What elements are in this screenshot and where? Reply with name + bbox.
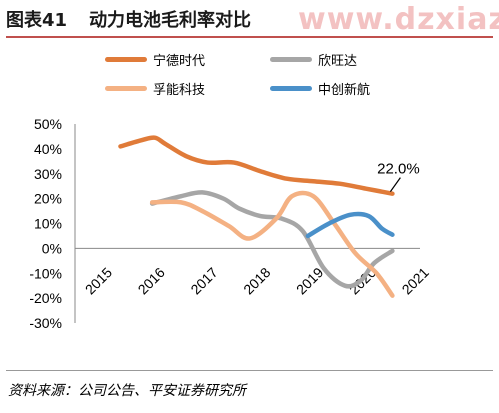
y-tick-label: -30% xyxy=(29,315,62,331)
annotation-leader xyxy=(389,177,401,192)
y-tick-label: 30% xyxy=(34,166,62,182)
series-line-3 xyxy=(305,211,395,239)
y-tick-label: -20% xyxy=(29,290,62,306)
legend-swatch xyxy=(105,86,147,91)
legend-item-catl: 宁德时代 xyxy=(105,50,205,69)
title-divider xyxy=(6,36,493,38)
y-tick-label: 40% xyxy=(34,141,62,157)
line-chart: -30% -20% -10% 0% 10% 20% 30% 40% 50% 2015 2016 201… xyxy=(29,116,432,331)
legend-swatch xyxy=(105,57,147,62)
annotation-label: 22.0% xyxy=(377,161,420,178)
legend-label: 中创新航 xyxy=(318,83,371,98)
legend-swatch xyxy=(270,57,312,62)
y-tick-label: -10% xyxy=(29,265,62,281)
y-tick-label: 20% xyxy=(34,191,62,207)
legend-label: 宁德时代 xyxy=(153,54,206,69)
legend-item-farasis: 孚能科技 xyxy=(105,79,205,98)
figure-title: 动力电池毛利率对比 xyxy=(89,10,252,31)
source-note: 资料来源：公司公告、平安证券研究所 xyxy=(8,383,246,399)
y-tick-label: 0% xyxy=(42,240,62,256)
x-tick-label: 2021 xyxy=(399,264,432,297)
x-tick-label: 2019 xyxy=(293,264,326,297)
series-line-0 xyxy=(118,135,395,196)
legend-item-calb: 中创新航 xyxy=(270,79,370,98)
series-line-2 xyxy=(149,190,395,298)
legend-label: 欣旺达 xyxy=(318,54,358,69)
figure-number: 图表41 xyxy=(6,10,68,31)
y-tick-label: 10% xyxy=(34,216,62,232)
series-line-1 xyxy=(149,190,395,289)
x-tick-label: 2015 xyxy=(82,264,115,297)
legend-label: 孚能科技 xyxy=(153,83,206,98)
x-tick-label: 2018 xyxy=(240,264,273,297)
watermark: www.dzxiazaigroup.com xyxy=(298,2,499,37)
figure-title-bar: 图表41 动力电池毛利率对比 xyxy=(6,4,493,34)
legend-swatch xyxy=(270,86,312,91)
legend-item-sunwoda: 欣旺达 xyxy=(270,50,357,69)
x-tick-label: 2017 xyxy=(187,264,220,297)
footer-divider xyxy=(6,370,493,371)
y-tick-label: 50% xyxy=(34,116,62,132)
x-tick-label: 2016 xyxy=(135,264,168,297)
